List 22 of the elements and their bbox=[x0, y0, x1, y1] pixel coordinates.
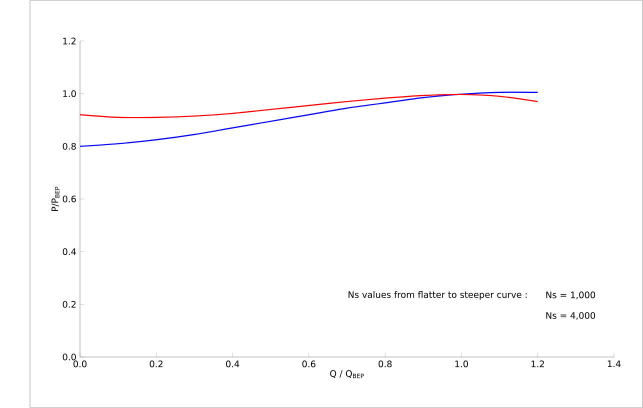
y-tick-label: 0.6 bbox=[62, 196, 76, 202]
line-series bbox=[80, 92, 538, 147]
y-tick-label: 0.0 bbox=[62, 354, 76, 360]
annotation: Ns = 4,000 bbox=[546, 312, 596, 320]
x-tick-label: 1.2 bbox=[532, 360, 544, 368]
y-tick-label: 0.8 bbox=[62, 142, 76, 150]
annotation: Ns values from flatter to steeper curve : bbox=[348, 291, 527, 300]
x-tick-label: 1.4 bbox=[608, 360, 621, 368]
x-tick-label: 1.0 bbox=[455, 360, 468, 368]
x-tick-label: 0.4 bbox=[226, 360, 240, 368]
x-tick-label: 0.0 bbox=[73, 360, 87, 368]
x-tick-label: 0.8 bbox=[378, 360, 392, 368]
y-tick-label: 1.0 bbox=[63, 90, 76, 98]
x-tick-label: 0.2 bbox=[150, 360, 163, 368]
x-axis-title: Q / Q$_{BEP}$ bbox=[330, 370, 364, 378]
y-tick-label: 0.2 bbox=[62, 300, 76, 308]
line-series bbox=[80, 94, 538, 118]
x-tick-label: 0.6 bbox=[302, 360, 316, 368]
y-tick-label: 1.2 bbox=[63, 38, 76, 44]
y-axis-title: P/P$_{BEP}$ bbox=[52, 186, 60, 212]
annotation: Ns = 1,000 bbox=[546, 292, 596, 300]
y-tick-label: 0.4 bbox=[62, 248, 76, 256]
